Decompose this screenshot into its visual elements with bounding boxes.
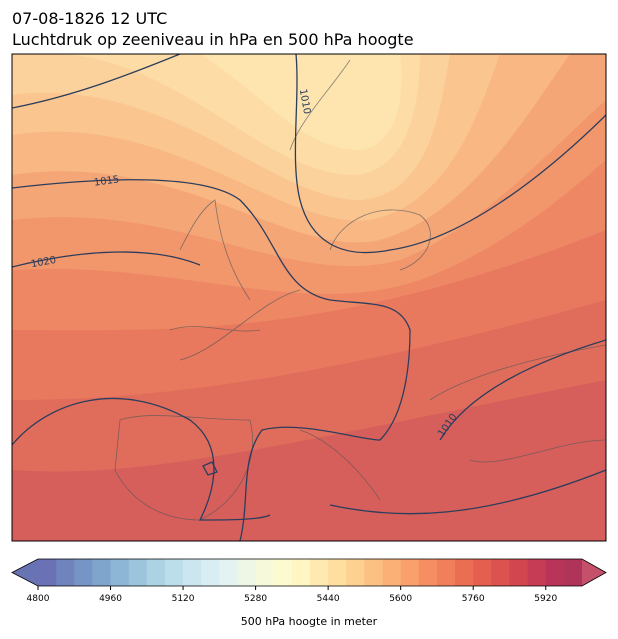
colorbar-segment xyxy=(310,559,329,586)
colorbar-segment xyxy=(219,559,238,586)
colorbar-segment xyxy=(455,559,474,586)
colorbar-tick-label: 4960 xyxy=(99,594,122,604)
colorbar-segment xyxy=(201,559,220,586)
colorbar-segment xyxy=(563,559,583,586)
colorbar-extend-high xyxy=(582,559,606,586)
map-frame xyxy=(11,53,607,542)
colorbar-tick-label: 5600 xyxy=(389,594,412,604)
colorbar-tick-label: 4800 xyxy=(27,594,50,604)
colorbar-segment xyxy=(273,559,293,586)
colorbar-segment xyxy=(436,559,456,586)
isobar-label: 1015 xyxy=(93,174,120,188)
colorbar-segment xyxy=(491,559,510,586)
isobar xyxy=(294,54,606,254)
colorbar-segment xyxy=(545,559,565,586)
isobar xyxy=(202,461,218,476)
colorbar-segment xyxy=(74,559,93,586)
colorbar-segment xyxy=(418,559,438,586)
colorbar-segment xyxy=(38,559,57,586)
height-field xyxy=(12,54,606,541)
colorbar-tick-label: 5440 xyxy=(317,594,340,604)
colorbar-tick-label: 5920 xyxy=(534,594,557,604)
colorbar-segment xyxy=(128,559,148,586)
colorbar-segment xyxy=(328,559,347,586)
isobar xyxy=(12,251,201,268)
isobar xyxy=(12,54,181,109)
colorbar-tick-label: 5120 xyxy=(172,594,195,604)
band xyxy=(200,54,402,150)
isobar xyxy=(329,469,606,515)
colorbar-segment xyxy=(255,559,275,586)
colorbar-segment xyxy=(509,559,529,586)
colorbar-label: 500 hPa hoogte in meter xyxy=(241,615,378,628)
isobar-label: 1010 xyxy=(297,88,312,115)
colorbar-segment xyxy=(56,559,75,586)
colorbar-segment xyxy=(346,559,365,586)
colorbar-segment xyxy=(183,559,202,586)
colorbar-segment xyxy=(237,559,257,586)
title-description: Luchtdruk op zeeniveau in hPa en 500 hPa… xyxy=(12,30,414,49)
isobar xyxy=(12,339,606,521)
colorbar-segment xyxy=(92,559,112,586)
colorbar-tick-label: 5280 xyxy=(244,594,267,604)
title-date: 07-08-1826 12 UTC xyxy=(12,9,168,28)
colorbar-tick-label: 5760 xyxy=(462,594,485,604)
colorbar-outline xyxy=(11,558,607,587)
colorbar-segment xyxy=(164,559,184,586)
colorbar: 4800 4960 5120 5280 5440 5600 5760 5920 xyxy=(11,558,607,604)
coastline xyxy=(114,59,606,521)
colorbar-segment xyxy=(146,559,166,586)
colorbar-segment xyxy=(527,559,547,586)
colorbar-extend-low xyxy=(12,559,38,586)
colorbar-segment xyxy=(473,559,492,586)
colorbar-segment xyxy=(364,559,384,586)
isobar-label: 1020 xyxy=(30,255,57,270)
isobar xyxy=(12,179,411,541)
colorbar-segment xyxy=(110,559,130,586)
colorbar-segment xyxy=(291,559,311,586)
colorbar-segment xyxy=(400,559,420,586)
colorbar-segment xyxy=(382,559,402,586)
